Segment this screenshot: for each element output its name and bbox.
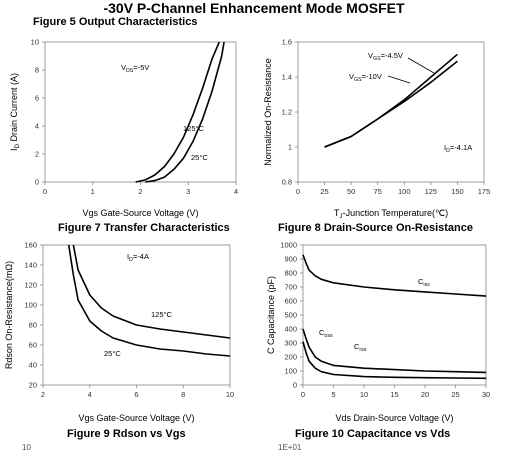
figure-8-title: Figure 8 Drain-Source On-Resistance: [278, 222, 473, 234]
fig10-y-tick-label: 1000: [280, 241, 297, 250]
next-figure-tick-right: 1E+01: [278, 443, 302, 452]
fig8-leader-line: [407, 57, 435, 74]
fig9-x-axis-label: Vgs Gate-Source Voltage (V): [78, 413, 194, 423]
fig8-series-line-2: [324, 60, 458, 148]
fig9-series-line-1: [72, 244, 231, 339]
fig10-y-axis-label: C Capacitance (pF): [266, 276, 276, 354]
fig7-y-tick-label: 8: [35, 66, 39, 75]
fig7-series-label: 25°C: [191, 153, 208, 162]
fig10-y-tick-label: 900: [284, 255, 297, 264]
page-header: -30V P-Channel Enhancement Mode MOSFET: [103, 0, 405, 16]
fig10-series-line-2: [302, 328, 487, 374]
figure-5-title: Figure 5 Output Characteristics: [33, 16, 198, 28]
fig9-y-axis-label: Rdson On-Resistance(mΩ): [4, 261, 14, 369]
fig7-series-line-2: [145, 41, 225, 183]
fig9-y-tick-label: 40: [29, 361, 37, 370]
figure-10-title: Figure 10 Capacitance vs Vds: [295, 428, 451, 440]
fig9-series-line-2: [67, 244, 231, 357]
fig8-y-tick-label: 1.4: [282, 73, 292, 82]
fig8-x-tick-label: 50: [347, 187, 355, 196]
figure-9-title: Figure 9 Rdson vs Vgs: [67, 428, 186, 440]
fig7-series-label: 125°C: [183, 124, 205, 133]
figure-7-title: Figure 7 Transfer Characteristics: [58, 222, 230, 234]
fig10-series-label: Crss: [354, 342, 367, 353]
fig8-series-label: VGS=-4.5V: [368, 51, 403, 62]
fig10-y-tick-label: 100: [284, 367, 297, 376]
fig10-y-tick-label: 200: [284, 353, 297, 362]
fig7-y-tick-label: 6: [35, 94, 39, 103]
fig9-series-label: 25°C: [104, 349, 121, 358]
fig10-series-line-1: [302, 254, 487, 297]
fig10-y-tick-label: 400: [284, 325, 297, 334]
fig9-y-tick-label: 80: [29, 321, 37, 330]
fig10-x-tick-label: 15: [390, 390, 398, 399]
fig10-y-tick-label: 800: [284, 269, 297, 278]
next-figure-tick-left: 10: [22, 443, 31, 452]
fig8-y-tick-label: 1.6: [282, 38, 292, 47]
fig7-x-axis-label: Vgs Gate-Source Voltage (V): [82, 208, 198, 218]
fig8-x-axis-label: TJ-Junction Temperature(℃): [334, 208, 448, 220]
fig10-y-tick-label: 600: [284, 297, 297, 306]
fig10-series-line-3: [302, 341, 487, 380]
fig10-x-axis-label: Vds Drain-Source Voltage (V): [335, 413, 453, 423]
fig10-x-tick-label: 30: [482, 390, 490, 399]
fig8-leader-line: [387, 75, 411, 84]
fig10-x-tick-label: 25: [451, 390, 459, 399]
fig9-x-tick-label: 2: [41, 390, 45, 399]
fig9-y-tick-label: 20: [29, 381, 37, 390]
fig10-x-tick-label: 0: [301, 390, 305, 399]
fig9-plot-frame: [42, 244, 231, 386]
fig8-x-tick-label: 150: [451, 187, 464, 196]
fig7-x-tick-label: 1: [91, 187, 95, 196]
fig9-x-tick-label: 8: [181, 390, 185, 399]
fig8-annotation: ID=-4.1A: [444, 143, 472, 154]
fig7-x-tick-label: 2: [138, 187, 142, 196]
fig8-series-label: VGS=-10V: [349, 72, 382, 83]
fig8-series-line-1: [324, 53, 458, 148]
fig7-x-tick-label: 0: [43, 187, 47, 196]
fig10-y-tick-label: 700: [284, 283, 297, 292]
fig9-series-label: 125°C: [151, 310, 173, 319]
fig8-x-tick-label: 125: [425, 187, 438, 196]
fig9-x-tick-label: 4: [88, 390, 92, 399]
fig8-y-tick-label: 1: [288, 143, 292, 152]
fig8-x-tick-label: 0: [296, 187, 300, 196]
fig8-y-tick-label: 0.8: [282, 178, 292, 187]
fig9-x-tick-label: 10: [226, 390, 234, 399]
fig7-series-line-1: [135, 41, 221, 183]
fig10-series-label: Coss: [319, 328, 333, 339]
fig9-x-tick-label: 6: [134, 390, 138, 399]
fig8-x-tick-label: 25: [320, 187, 328, 196]
fig10-y-tick-label: 300: [284, 339, 297, 348]
fig9-y-tick-label: 100: [24, 301, 37, 310]
fig10-x-tick-label: 10: [360, 390, 368, 399]
fig7-x-tick-label: 3: [186, 187, 190, 196]
fig10-series-label: Ciss: [418, 277, 430, 288]
fig8-x-tick-label: 75: [374, 187, 382, 196]
fig7-y-tick-label: 2: [35, 150, 39, 159]
fig8-x-tick-label: 100: [398, 187, 411, 196]
fig10-y-tick-label: 500: [284, 311, 297, 320]
fig9-y-tick-label: 160: [24, 241, 37, 250]
fig9-y-tick-label: 60: [29, 341, 37, 350]
fig10-x-tick-label: 5: [331, 390, 335, 399]
fig7-y-axis-label: ID Drain Current (A): [9, 73, 21, 151]
fig7-y-tick-label: 4: [35, 122, 39, 131]
fig8-x-tick-label: 175: [478, 187, 491, 196]
fig10-x-tick-label: 20: [421, 390, 429, 399]
fig8-y-axis-label: Normalized On-Resistance: [263, 58, 273, 166]
fig9-y-tick-label: 120: [24, 281, 37, 290]
fig7-y-tick-label: 10: [31, 38, 39, 47]
fig7-annotation: VDS=-5V: [121, 63, 149, 74]
fig8-y-tick-label: 1.2: [282, 108, 292, 117]
fig10-y-tick-label: 0: [293, 381, 297, 390]
fig9-y-tick-label: 140: [24, 261, 37, 270]
fig7-x-tick-label: 4: [234, 187, 238, 196]
fig9-annotation: ID=-4A: [127, 252, 149, 263]
fig7-y-tick-label: 0: [35, 178, 39, 187]
